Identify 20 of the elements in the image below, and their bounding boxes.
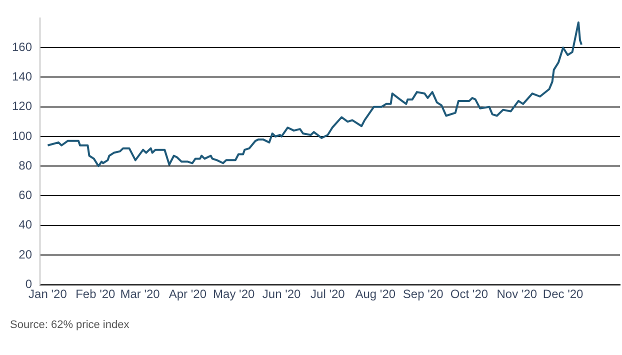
y-tick-label: 160	[12, 40, 32, 54]
x-tick-label: May '20	[213, 287, 255, 302]
x-tick-label: Mar '20	[120, 287, 160, 302]
source-note: Source: 62% price index	[10, 319, 130, 331]
y-tick-label: 100	[12, 128, 32, 143]
x-tick-label: Aug '20	[355, 287, 396, 302]
y-tick-label: 60	[18, 188, 32, 202]
x-tick-label: Feb '20	[76, 287, 116, 302]
x-tick-label: Sep '20	[402, 287, 444, 302]
x-tick-label: Nov '20	[496, 287, 538, 302]
x-tick-label: Oct '20	[450, 287, 488, 302]
y-tick-label: 80	[18, 158, 32, 172]
x-tick-label: Apr '20	[168, 287, 207, 302]
y-tick-label: 120	[12, 99, 32, 114]
y-tick-label: 140	[12, 70, 32, 84]
x-tick-label: Jun '20	[262, 287, 302, 302]
x-tick-label: Dec '20	[542, 287, 584, 302]
x-tick-label: Jul '20	[310, 287, 346, 302]
y-tick-label: 20	[18, 247, 32, 262]
y-tick-label: 40	[18, 218, 32, 232]
